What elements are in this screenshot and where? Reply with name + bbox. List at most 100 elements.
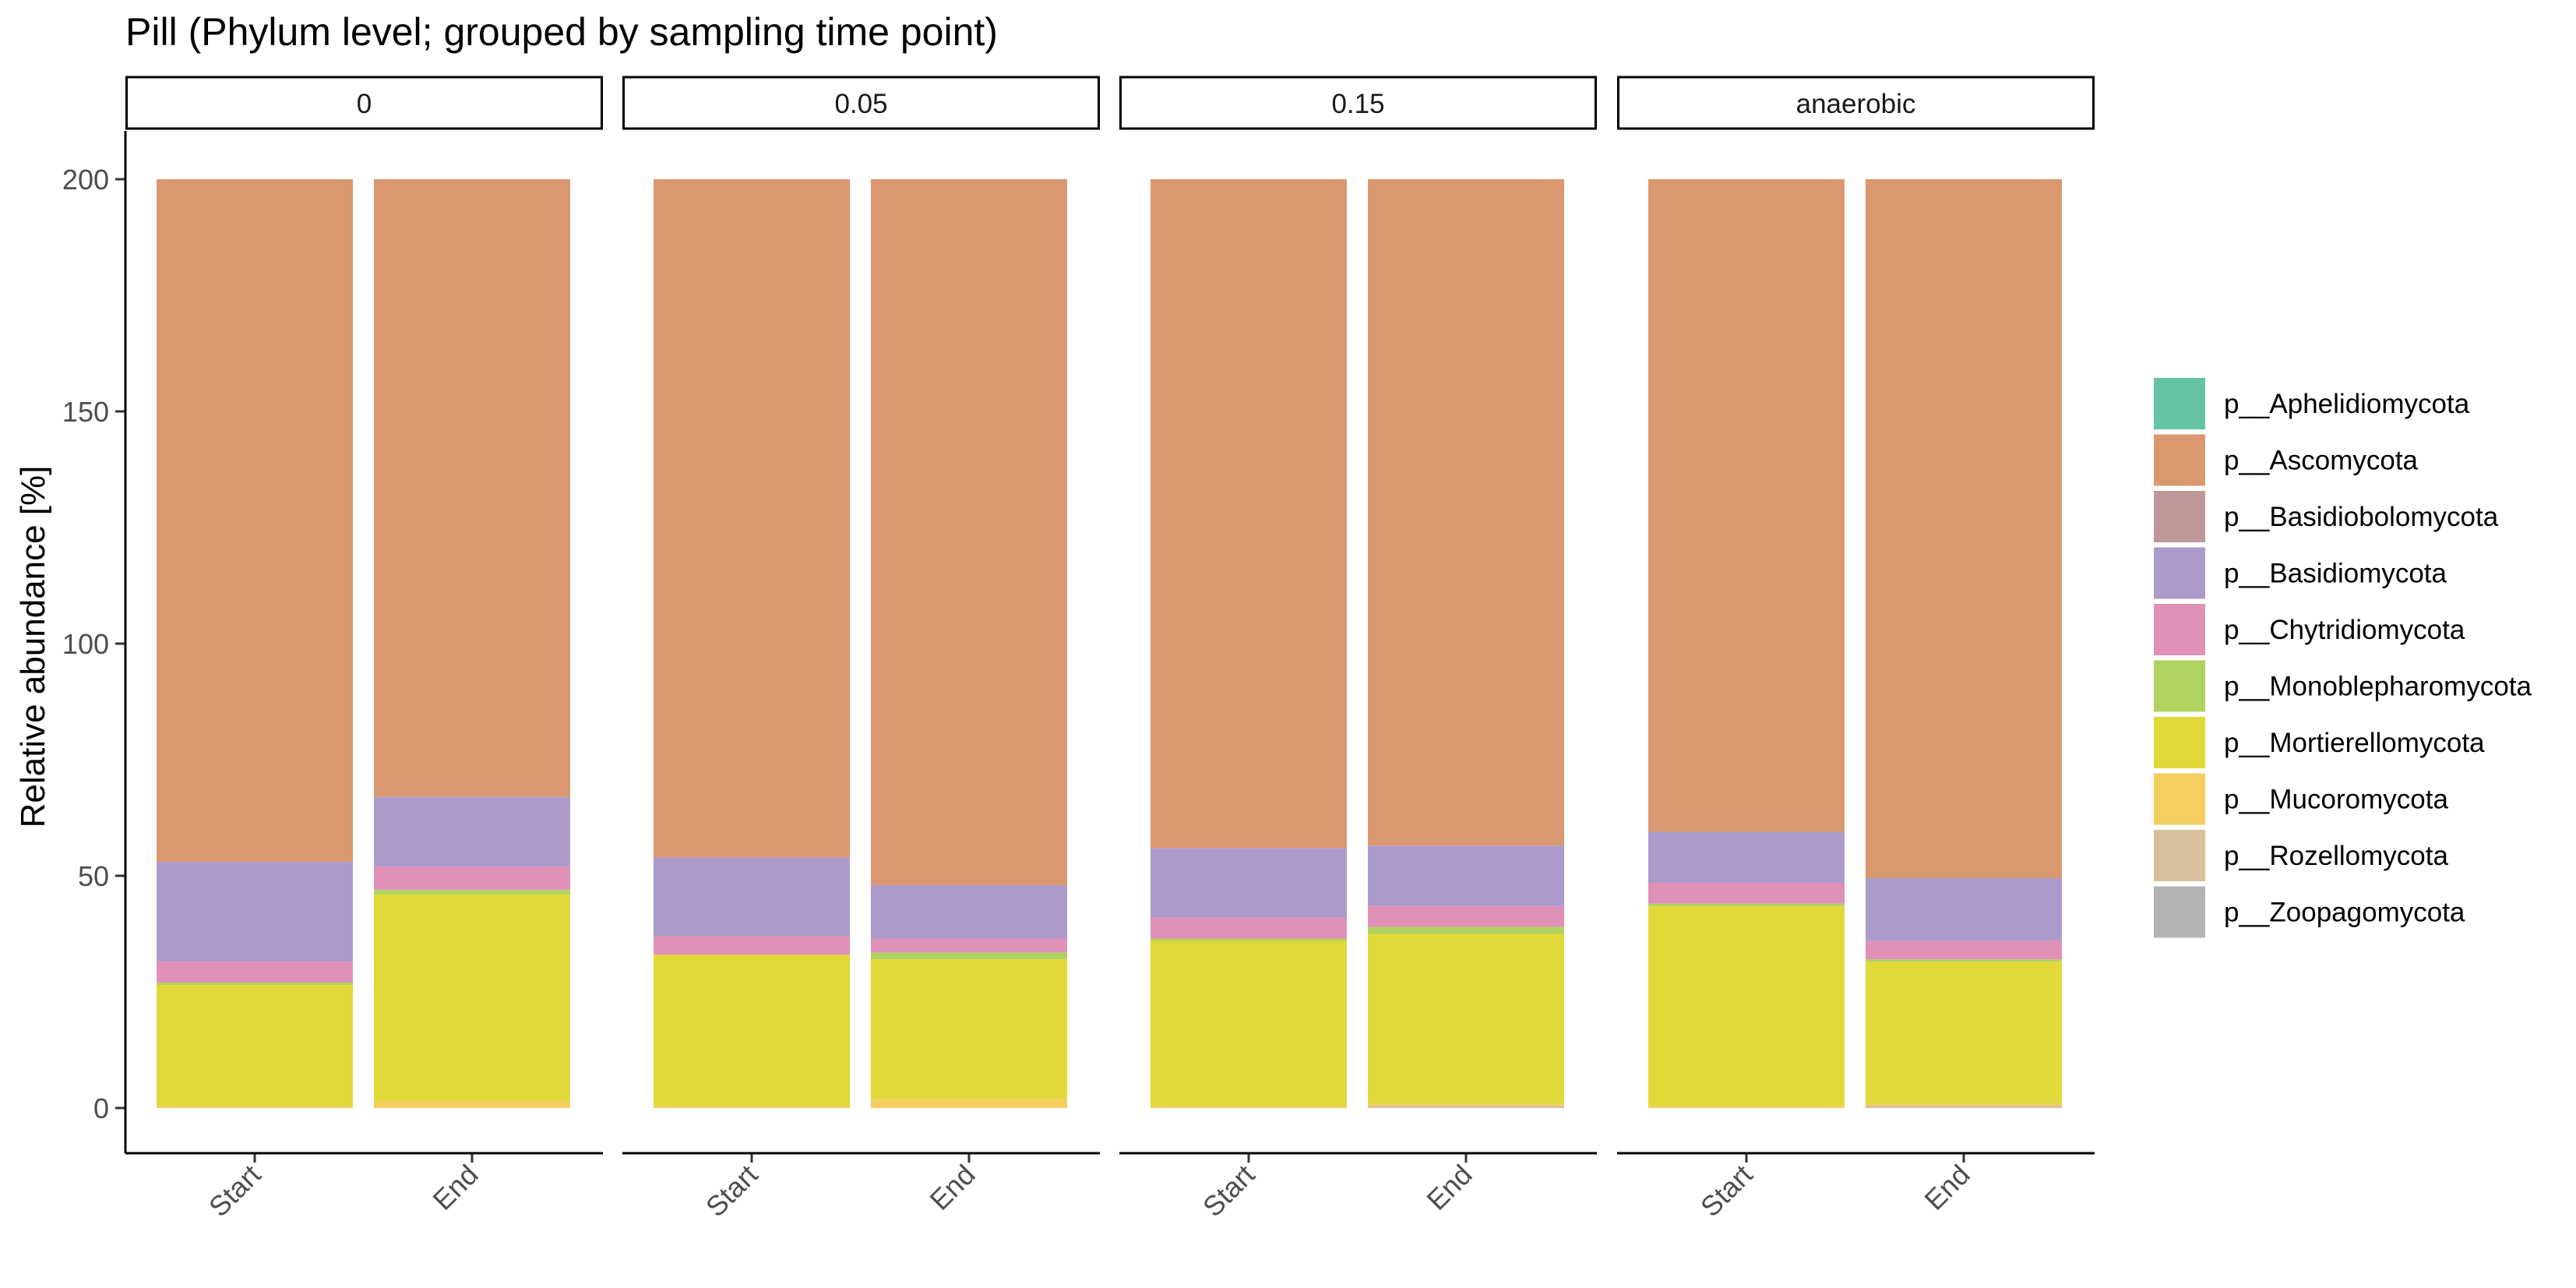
bar-segment (1866, 962, 2062, 1104)
facet-panel: 0.15 Start End (1119, 76, 1597, 1223)
legend-swatch (2154, 717, 2205, 768)
facet-strip (1119, 76, 1597, 130)
facet-panel: 0 Start End (125, 76, 603, 1223)
legend-swatch (2154, 491, 2205, 542)
y-axis: 0 50 100 150 200 (62, 131, 127, 1153)
legend-label: p__Mucoromycota (2224, 785, 2448, 815)
bar-stack (1151, 179, 1347, 1108)
x-tick-label: Start (1196, 1159, 1261, 1223)
legend-label: p__Chytridiomycota (2224, 615, 2465, 645)
bar-segment (1648, 1106, 1845, 1108)
legend-item: p__Mucoromycota (2154, 773, 2448, 825)
bar-segment (871, 179, 1067, 885)
legend-item: p__Ascomycota (2154, 434, 2419, 486)
bar-segment (1151, 917, 1347, 939)
bar-segment (871, 952, 1067, 960)
y-tick-label: 100 (62, 628, 109, 660)
bar-segment (1648, 179, 1845, 832)
bar-segment (1368, 1103, 1564, 1106)
bar-segment (1866, 1106, 2062, 1108)
y-tick-label: 0 (93, 1092, 109, 1124)
legend-swatch (2154, 830, 2205, 881)
bar-segment (157, 983, 353, 986)
legend-item: p__Mortierellomycota (2154, 717, 2485, 768)
legend-swatch (2154, 604, 2205, 655)
bar-segment (871, 884, 1067, 939)
legend-swatch (2154, 378, 2205, 429)
legend-label: p__Ascomycota (2224, 446, 2419, 476)
bar-stack (1866, 179, 2062, 1108)
bar-stack (157, 179, 353, 1108)
x-tick-label: End (1918, 1159, 1975, 1216)
bar-segment (1151, 938, 1347, 941)
bar-segment (1368, 933, 1564, 1104)
y-axis-label: Relative abundance [%] (14, 466, 52, 828)
facet-strip (125, 76, 603, 130)
legend-item: p__Chytridiomycota (2154, 604, 2465, 655)
bar-segment (157, 179, 353, 863)
legend-item: p__Monoblepharomycota (2154, 660, 2532, 712)
legend-item: p__Aphelidiomycota (2154, 378, 2470, 429)
bar-segment (654, 1106, 850, 1108)
y-tick-label: 150 (62, 396, 109, 428)
legend-swatch (2154, 886, 2205, 938)
bar-segment (1368, 179, 1564, 846)
legend-swatch (2154, 434, 2205, 486)
legend-swatch (2154, 773, 2205, 825)
bar-segment (1368, 905, 1564, 927)
legend-swatch (2154, 547, 2205, 599)
legend-item: p__Basidiomycota (2154, 547, 2447, 599)
facet-strip-label: 0 (357, 89, 372, 119)
legend-item: p__Zoopagomycota (2154, 886, 2465, 938)
bar-segment (1368, 926, 1564, 934)
bar-segment (157, 985, 353, 1106)
bar-segment (374, 894, 570, 1102)
bar-segment (1866, 940, 2062, 960)
bar-segment (374, 1101, 570, 1108)
bar-segment (157, 862, 353, 962)
legend-label: p__Aphelidiomycota (2224, 389, 2470, 419)
legend-label: p__Zoopagomycota (2224, 898, 2465, 928)
bar-segment (374, 889, 570, 895)
bar-segment (1866, 959, 2062, 962)
x-tick-label: End (1420, 1159, 1478, 1216)
bar-segment (1151, 179, 1347, 849)
x-tick-label: End (426, 1159, 484, 1216)
facet-panel: 0.05 Start End (622, 76, 1100, 1223)
legend-label: p__Monoblepharomycota (2224, 672, 2532, 702)
facet-panel: anaerobic Start End (1617, 76, 2095, 1223)
bar-segment (1648, 905, 1845, 1106)
legend-item: p__Basidiobolomycota (2154, 491, 2499, 542)
bar-segment (374, 866, 570, 890)
facet-strip-label: anaerobic (1796, 89, 1916, 119)
bar-segment (1151, 1106, 1347, 1108)
facet-strip-label: 0.05 (834, 89, 887, 119)
x-tick-label: Start (203, 1159, 267, 1223)
bar-segment (871, 938, 1067, 953)
x-tick-label: End (923, 1159, 981, 1216)
bar-segment (654, 179, 850, 858)
bar-segment (1648, 831, 1845, 883)
bar-segment (1648, 903, 1845, 906)
bar-segment (871, 959, 1067, 1099)
bar-segment (1648, 882, 1845, 904)
bar-segment (654, 955, 850, 1106)
facet-strip (1617, 76, 2095, 130)
bar-segment (654, 857, 850, 937)
y-tick-label: 200 (62, 164, 109, 196)
legend-label: p__Mortierellomycota (2224, 728, 2485, 758)
facet-strip-label: 0.15 (1331, 89, 1384, 119)
legend-label: p__Basidiobolomycota (2224, 502, 2499, 532)
bar-segment (1151, 848, 1347, 918)
legend-label: p__Basidiomycota (2224, 559, 2447, 589)
y-tick-label: 50 (78, 860, 109, 892)
bar-segment (374, 179, 570, 797)
bar-stack (1368, 179, 1564, 1108)
bar-segment (1151, 940, 1347, 1106)
x-tick-label: Start (700, 1159, 764, 1223)
bar-segment (1368, 1106, 1564, 1108)
facet-strip (622, 76, 1100, 130)
legend: p__Aphelidiomycota p__Ascomycota p__Basidi… (2154, 378, 2532, 938)
